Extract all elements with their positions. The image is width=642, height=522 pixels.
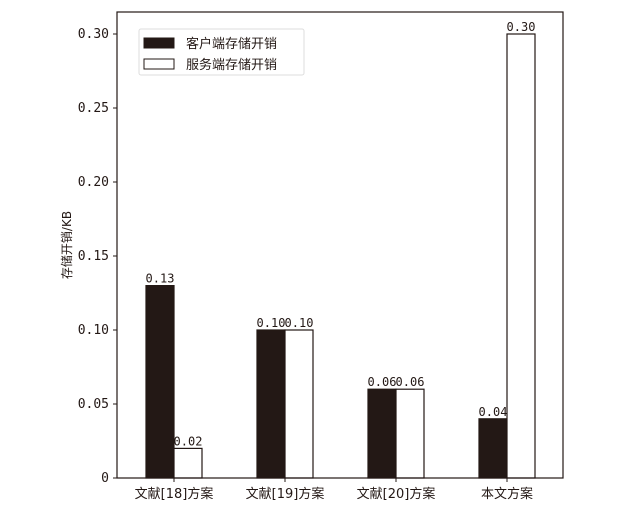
legend-frame (138, 28, 305, 76)
y-tick-label: 0.15 (78, 249, 109, 264)
bar-client-0 (145, 285, 175, 479)
bar-server-1 (284, 329, 314, 479)
bar-client-2 (367, 388, 397, 479)
x-tick-label: 本文方案 (481, 486, 533, 502)
data-label: 0.30 (507, 20, 536, 34)
x-tick-label: 文献[18]方案 (135, 486, 214, 502)
y-tick-label: 0.25 (78, 101, 109, 116)
data-label: 0.10 (285, 316, 314, 330)
legend: 客户端存储开销 服务端存储开销 (138, 28, 305, 76)
data-label: 0.04 (479, 405, 508, 419)
data-label: 0.06 (396, 375, 425, 389)
y-tick-label: 0 (101, 471, 109, 486)
data-label: 0.13 (146, 272, 175, 286)
data-label: 0.02 (174, 434, 203, 448)
x-tick-label: 文献[20]方案 (357, 486, 436, 502)
y-tick-label: 0.05 (78, 397, 109, 412)
y-tick-label: 0.20 (78, 175, 109, 190)
legend-label-server: 服务端存储开销 (186, 57, 277, 73)
bar-client-3 (478, 418, 508, 479)
plot-frame (116, 11, 564, 479)
legend-label-client: 客户端存储开销 (186, 36, 277, 52)
data-label: 0.06 (368, 375, 397, 389)
data-label: 0.10 (257, 316, 286, 330)
bar-server-0 (173, 447, 203, 479)
bar-client-1 (256, 329, 286, 479)
y-tick-label: 0.30 (78, 27, 109, 42)
x-tick-label: 文献[19]方案 (246, 486, 325, 502)
y-tick-label: 0.10 (78, 323, 109, 338)
y-axis-label: 存储开销/KB (59, 211, 74, 279)
bar-server-3 (506, 33, 536, 479)
legend-swatch-server (143, 58, 175, 70)
legend-swatch-client (143, 37, 175, 49)
bar-server-2 (395, 388, 425, 479)
